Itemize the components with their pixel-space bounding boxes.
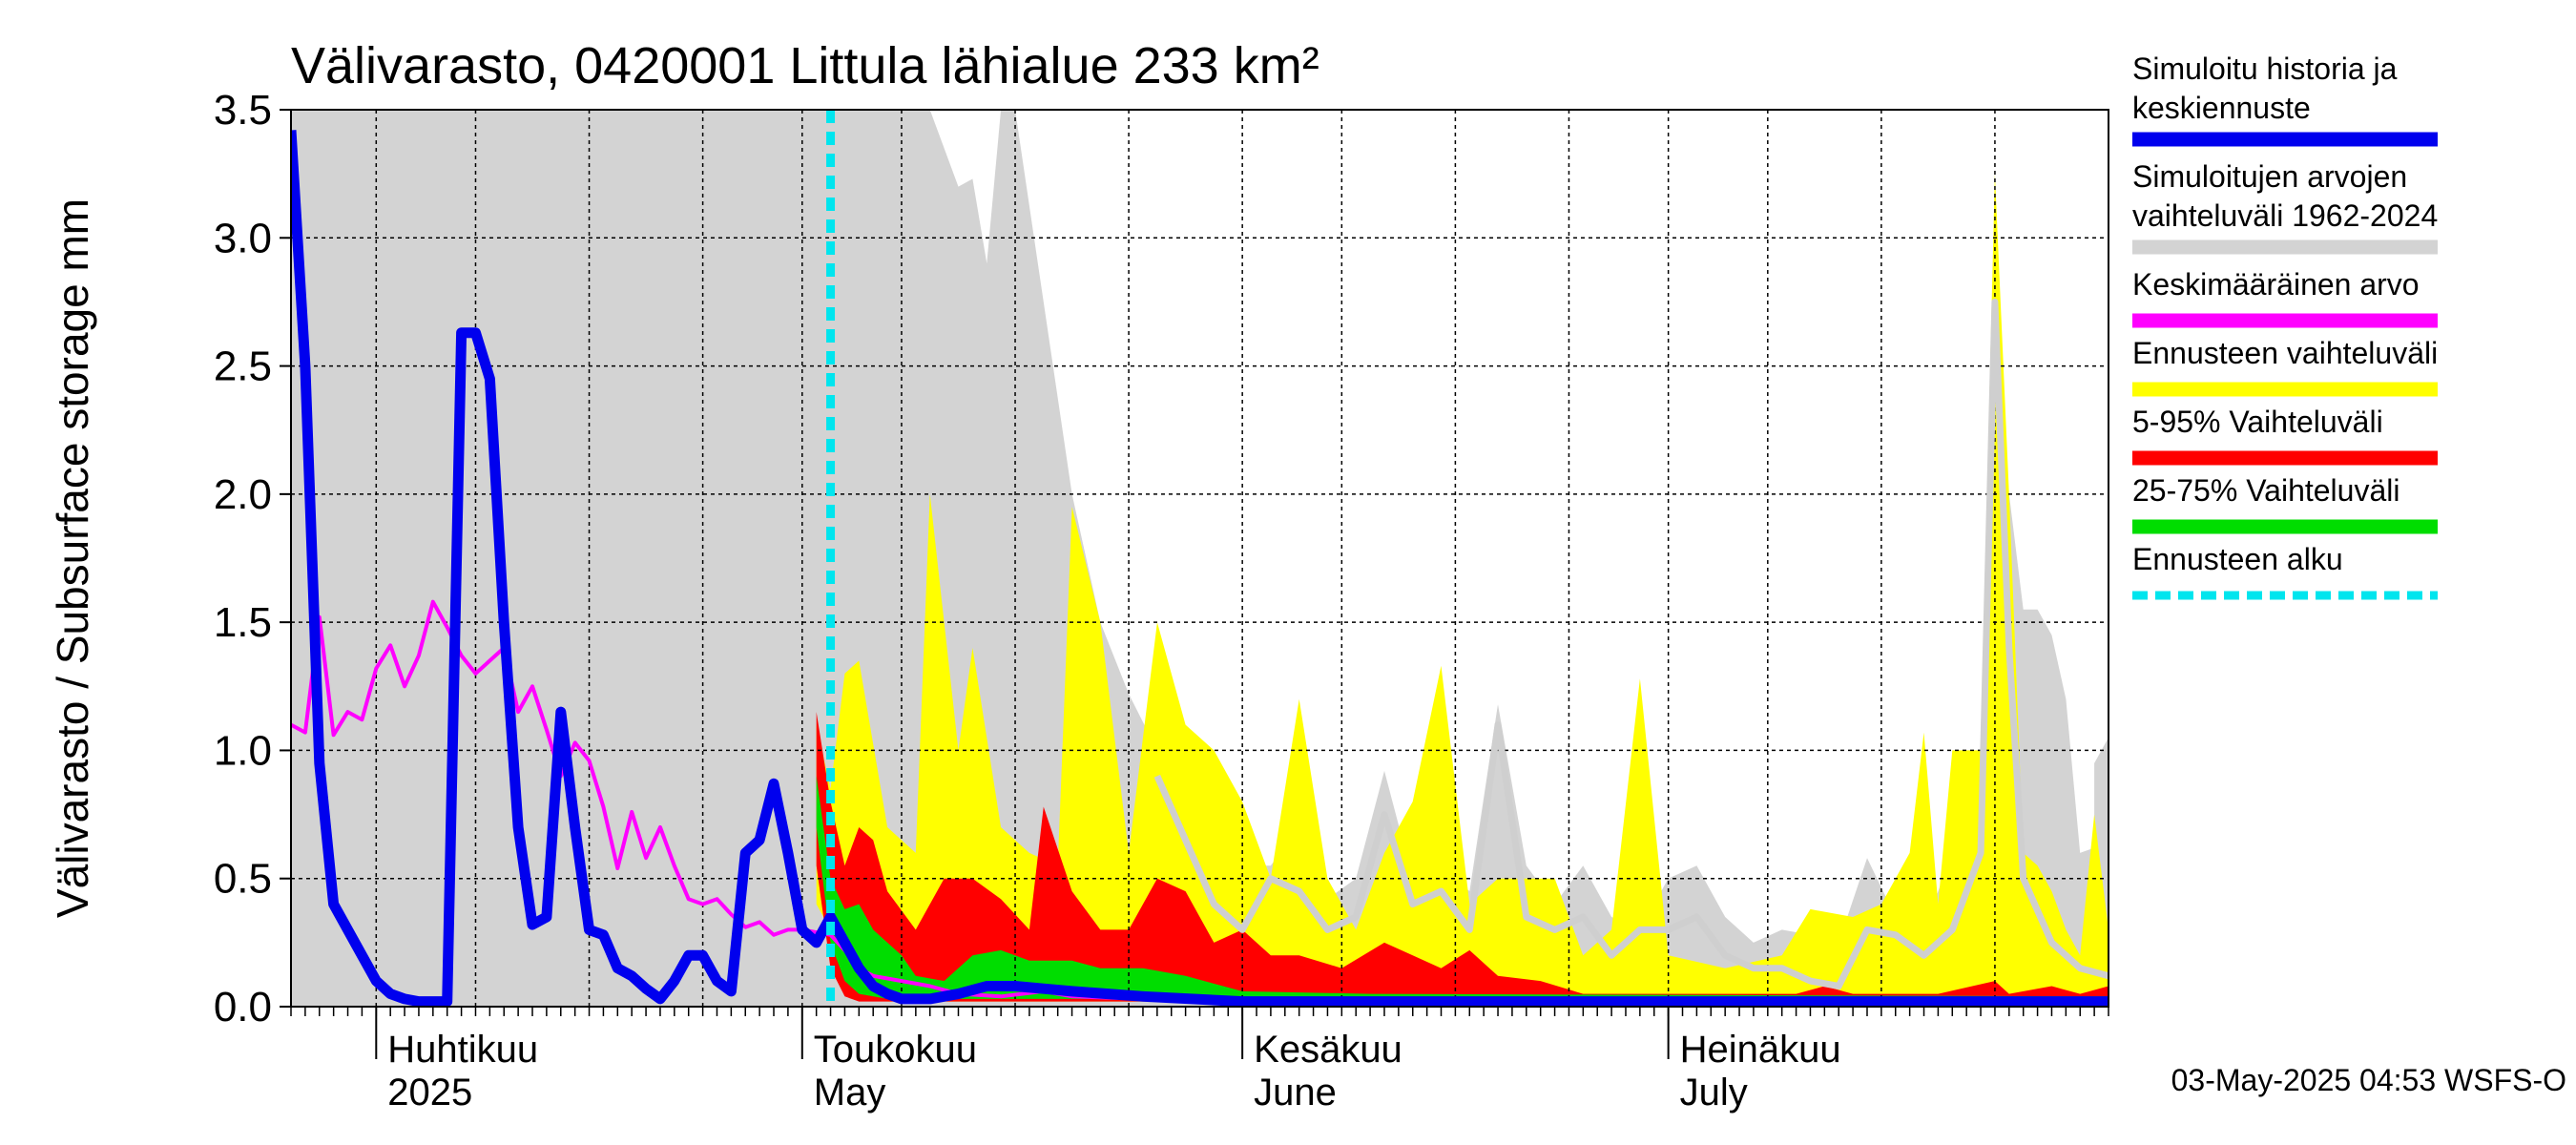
series-line-simulated: [291, 130, 2109, 1007]
x-month-sublabel: July: [1680, 1072, 1748, 1114]
series-line-mean: [291, 599, 2109, 1004]
y-tick-label: 2.5: [214, 344, 272, 390]
y-tick-label: 1.0: [214, 727, 272, 774]
legend: Simuloitu historia ja keskiennuste Simuloi…: [2132, 52, 2438, 600]
y-axis-label: Välivarasto / Subsurface storage mm: [48, 198, 97, 918]
band-forecast-range: [816, 174, 2109, 1002]
grid: [291, 110, 2109, 1007]
y-tick-label: 3.5: [214, 87, 272, 134]
x-month-label: Kesäkuu: [1254, 1029, 1402, 1071]
x-month-sublabel: May: [814, 1072, 886, 1114]
y-tick-label: 0.5: [214, 856, 272, 903]
x-month-label: Heinäkuu: [1680, 1029, 1841, 1071]
legend-label: 5-95% Vaihteluväli: [2132, 405, 2383, 439]
x-month-label: Huhtikuu: [387, 1029, 538, 1071]
legend-label: Ennusteen alku: [2132, 542, 2343, 576]
x-month-label: Toukokuu: [814, 1029, 977, 1071]
legend-label: Simuloitu historia ja: [2132, 52, 2398, 86]
legend-label: 25-75% Vaihteluväli: [2132, 473, 2399, 508]
y-tick-label: 0.0: [214, 984, 272, 1030]
band-range-5-95: [816, 712, 2109, 1002]
plot-area: [290, 109, 2109, 1008]
legend-label: Ennusteen vaihteluväli: [2132, 336, 2438, 370]
x-month-sublabel: 2025: [387, 1072, 472, 1114]
plot-layers: [291, 110, 2109, 1007]
footer-timestamp: 03-May-2025 04:53 WSFS-O: [2171, 1063, 2566, 1097]
series-line-range-median: [1153, 298, 2109, 989]
y-tick-label: 1.5: [214, 599, 272, 646]
chart-title: Välivarasto, 0420001 Littula lähialue 23…: [291, 37, 1319, 94]
plot-lines: [291, 130, 2109, 1007]
band-simulated-range: [291, 110, 2109, 1007]
y-tick-label: 2.0: [214, 471, 272, 518]
legend-label: Keskimääräinen arvo: [2132, 267, 2420, 302]
x-month-sublabel: June: [1254, 1072, 1337, 1114]
y-ticks: 0.0 0.5 1.0 1.5 2.0 2.5 3.0 3.5: [214, 87, 291, 1030]
y-tick-label: 3.0: [214, 215, 272, 261]
legend-label: Simuloitujen arvojen: [2132, 159, 2407, 194]
legend-label: vaihteluväli 1962-2024: [2132, 198, 2438, 233]
legend-label: keskiennuste: [2132, 91, 2311, 125]
